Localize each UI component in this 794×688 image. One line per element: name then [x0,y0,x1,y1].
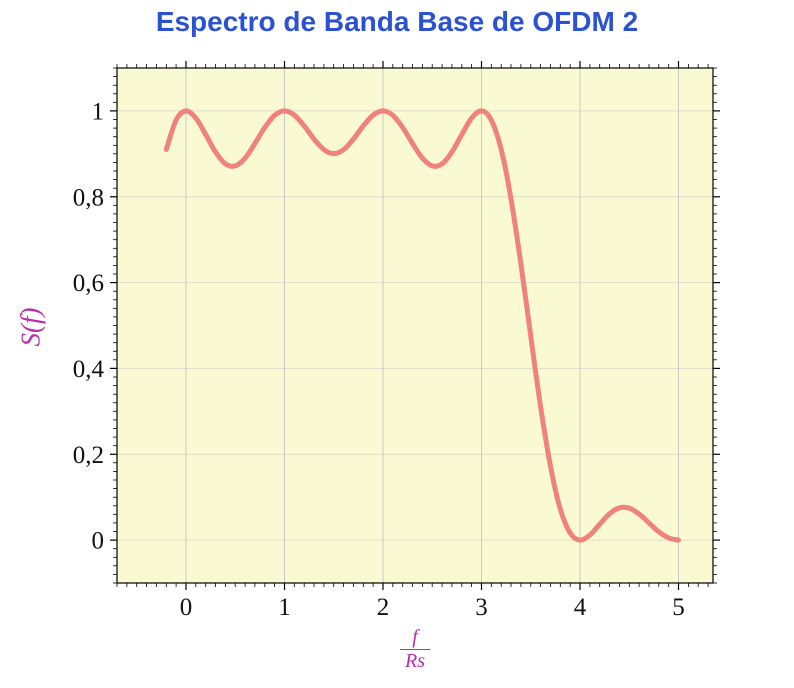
y-tick-label: 0,4 [73,356,105,383]
x-axis-label-denominator: Rs [400,649,430,673]
y-tick-label: 0 [92,528,105,555]
y-axis-label: S(f) [15,307,46,347]
axis-frame [116,67,714,584]
x-tick-label: 0 [180,594,193,621]
x-tick-label: 2 [377,594,390,621]
x-tick-label: 1 [278,594,291,621]
y-tick-label: 0,6 [73,270,104,297]
y-tick-label: 0,8 [73,184,104,211]
x-tick-label: 4 [574,594,587,621]
y-tick-label: 1 [92,98,105,125]
x-tick-label: 5 [672,594,685,621]
spectrum-curve [163,108,681,543]
x-axis-label: f Rs [400,626,430,673]
y-tick-label: 0,2 [73,442,104,469]
chart-title: Espectro de Banda Base de OFDM 2 [155,6,639,37]
x-axis-label-numerator: f [412,626,418,648]
x-tick-label: 3 [475,594,488,621]
